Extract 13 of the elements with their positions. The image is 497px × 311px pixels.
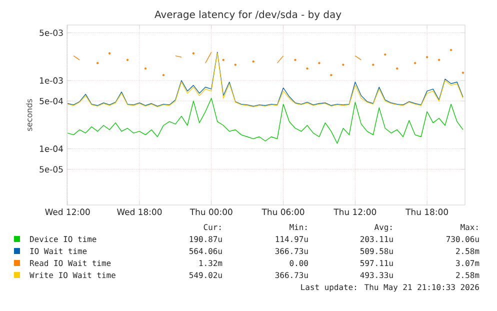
y-tick-label: 1e-04 xyxy=(40,146,63,152)
line-series xyxy=(67,98,464,144)
y-tick-label: 5e-03 xyxy=(40,30,63,36)
y-tick-label: 5e-05 xyxy=(40,166,63,173)
x-tick-label: Thu 18:00 xyxy=(406,208,448,216)
chart-title: Average latency for /dev/sda - by day xyxy=(154,10,342,20)
x-tick-label: Thu 06:00 xyxy=(262,208,304,216)
x-tick-label: Wed 18:00 xyxy=(116,208,162,216)
x-tick-label: Thu 12:00 xyxy=(334,208,376,216)
x-tick-label: Thu 00:00 xyxy=(190,208,232,216)
y-tick-label: 1e-03 xyxy=(40,77,63,84)
y-tick-label: 5e-04 xyxy=(40,98,63,104)
x-tick-label: Wed 12:00 xyxy=(45,208,90,216)
